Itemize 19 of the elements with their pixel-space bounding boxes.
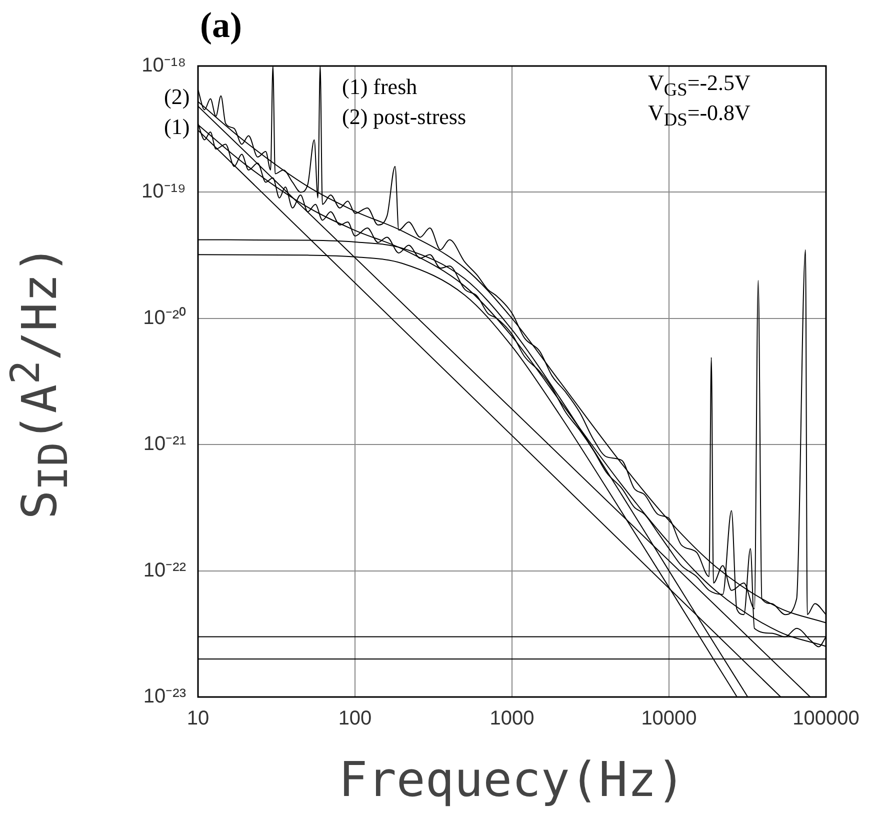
annotation: (2) post-stress [342,104,466,130]
y-tick-label: 10⁻¹⁹ [142,180,186,203]
y-tick-label: 10⁻¹⁸ [142,54,186,77]
annotation: (1) fresh [342,74,418,100]
y-tick-label: 10⁻²⁰ [143,306,186,329]
x-tick-label: 10000 [641,708,697,730]
y-tick-label: 10⁻²² [143,559,186,582]
x-axis-title: Frequecy(Hz) [338,752,686,808]
y-tick-label: 10⁻²¹ [143,433,186,456]
x-tick-label: 10 [186,708,210,730]
x-tick-label: 1000 [490,708,534,730]
y-tick-label: 10⁻²³ [143,686,186,708]
chart-title: (a) [200,4,242,46]
x-tick-label: 100000 [792,708,860,730]
text: (2) [164,84,190,110]
annotation: V$_{GS}$=-2.5V [648,70,750,100]
x-tick-label: 100 [338,708,372,730]
text: (1) [164,114,190,140]
annotation: V$_{DS}$=-0.8V [648,100,750,130]
